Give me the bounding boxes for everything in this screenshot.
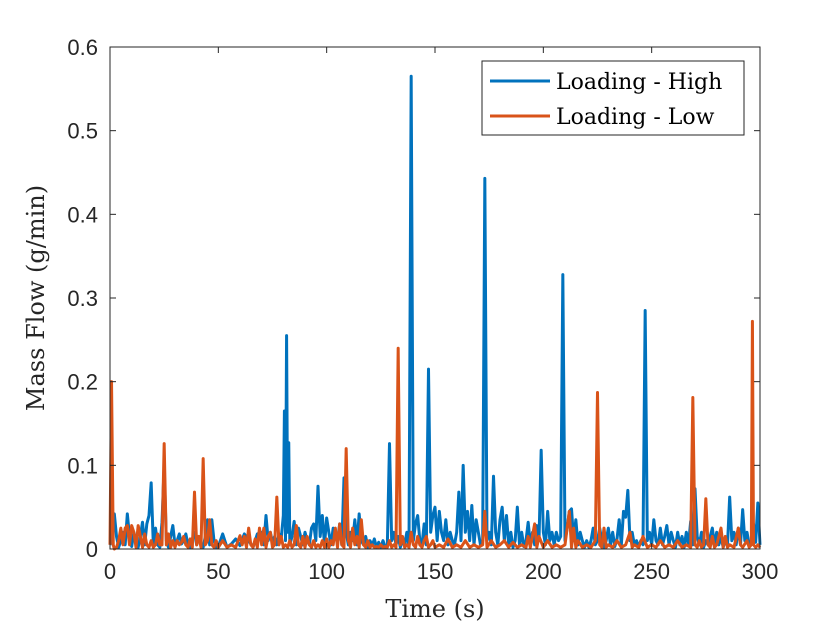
y-tick-label: 0.6 — [67, 35, 98, 60]
y-tick-label: 0 — [86, 537, 98, 562]
legend: Loading - High Loading - Low — [481, 60, 745, 136]
y-axis-label: Mass Flow (g/min) — [22, 185, 50, 411]
x-tick-label: 200 — [525, 559, 562, 584]
x-tick-label: 50 — [206, 559, 230, 584]
series-line-low — [108, 319, 762, 551]
legend-label-low: Loading - Low — [556, 105, 715, 130]
y-tick-label: 0.3 — [67, 286, 98, 311]
y-tick-label: 0.5 — [67, 119, 98, 144]
x-tick-label: 250 — [633, 559, 670, 584]
x-tick-label: 0 — [104, 559, 116, 584]
y-tick-label: 0.1 — [67, 453, 98, 478]
series-layer — [108, 74, 762, 551]
x-tick-label: 100 — [308, 559, 345, 584]
y-tick-label: 0.2 — [67, 370, 98, 395]
x-tick-label: 150 — [417, 559, 454, 584]
x-tick-label: 300 — [742, 559, 779, 584]
y-tick-label: 0.4 — [67, 202, 98, 227]
x-axis-label: Time (s) — [385, 595, 484, 623]
legend-box — [481, 60, 745, 136]
tick-layer: 0 50 100 150 200 250 300 0 0.1 0.2 0.3 0.4 0.5 0.6 — [67, 35, 778, 584]
legend-label-high: Loading - High — [556, 70, 722, 95]
